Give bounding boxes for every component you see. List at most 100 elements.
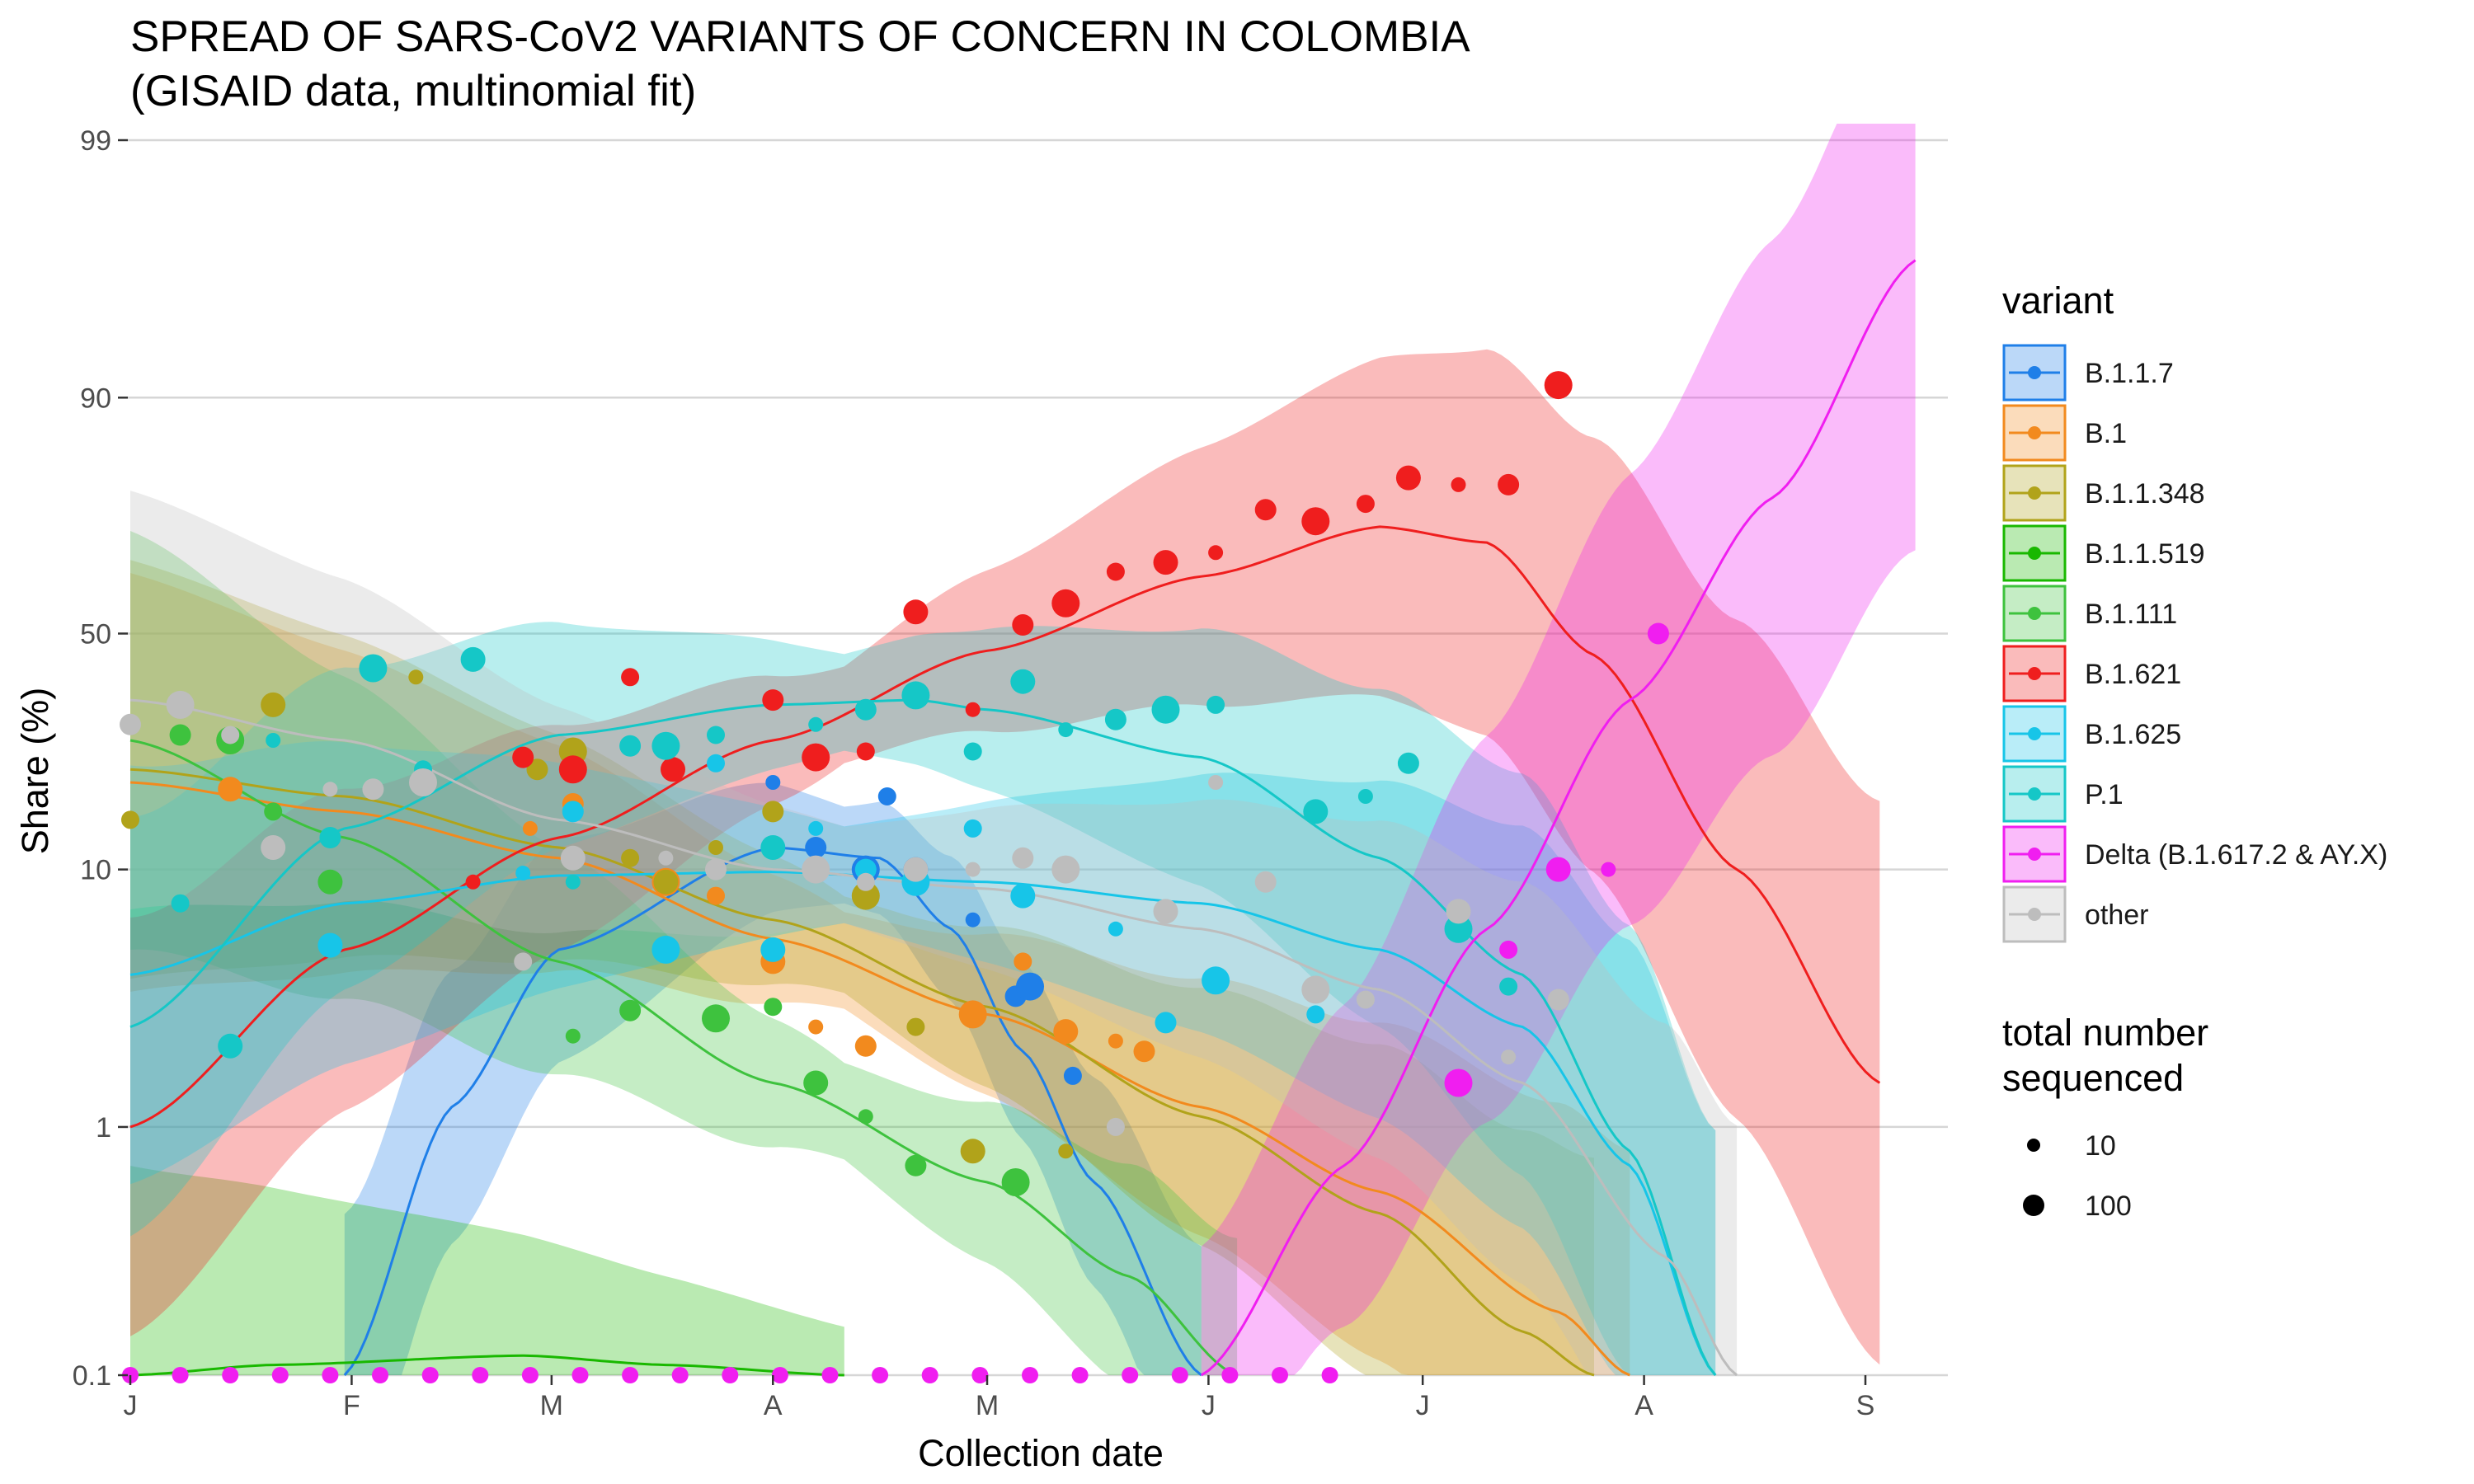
fit-line-8 [1200,259,1917,1377]
point-7-18 [1104,708,1126,730]
point-6-12 [1155,1012,1177,1034]
zero-point-8-7 [172,1367,189,1383]
legend-key-dot-7 [2028,787,2041,801]
band-6 [130,741,1716,1375]
point-5-9 [903,599,929,625]
x-tick-label-1: F [343,1390,360,1421]
point-1-7 [854,1035,877,1057]
point-1-6 [808,1019,824,1035]
point-5-0 [465,874,481,890]
point-7-25 [1499,977,1518,996]
fit-line-2 [129,768,1595,1377]
point-2-5 [621,848,640,867]
point-6-14 [1306,1005,1325,1024]
point-9-11 [802,855,830,884]
zero-point-8-28 [322,1367,339,1383]
point-0-3 [877,787,896,805]
legend-label-7: P.1 [2085,779,2124,810]
size-legend-title-2: sequenced [2002,1057,2184,1099]
point-9-20 [1254,871,1277,893]
fit-line-4 [129,739,1238,1377]
legend-label-3: B.1.1.519 [2085,538,2205,570]
x-axis-title: Collection date [918,1432,1164,1474]
x-tick-label-5: J [1202,1390,1216,1421]
point-7-0 [171,894,190,913]
point-2-10 [906,1017,925,1036]
point-5-11 [1012,614,1034,636]
point-9-2 [221,726,240,744]
point-7-3 [319,827,341,848]
point-5-1 [512,746,534,768]
point-4-8 [803,1070,829,1096]
point-9-19 [1208,775,1224,790]
point-5-10 [965,702,981,717]
y-tick-label-5: 99 [80,125,111,157]
size-legend-dot-small [2027,1139,2040,1152]
y-tick-label-0: 0.1 [73,1360,111,1392]
point-0-0 [765,775,781,790]
chart-title: SPREAD OF SARS-CoV2 VARIANTS OF CONCERN … [130,12,1470,61]
point-4-11 [1001,1168,1030,1196]
point-7-19 [1151,695,1180,724]
point-6-0 [317,932,343,958]
point-4-0 [169,724,191,746]
x-tick-label-4: M [976,1390,999,1421]
fit-line-5 [129,525,1881,1129]
point-9-7 [514,952,533,971]
point-2-7 [708,840,723,855]
point-7-15 [963,742,982,761]
point-6-10 [1010,883,1036,909]
point-5-19 [1395,465,1421,491]
observed-points [120,371,1669,1383]
point-9-22 [1356,990,1375,1009]
size-legend-label-large: 100 [2085,1190,2132,1222]
point-0-5 [965,912,981,928]
band-1 [130,573,1630,1375]
point-2-8 [762,801,784,823]
point-4-10 [905,1154,927,1176]
zero-point-8-56 [521,1367,539,1383]
point-7-1 [218,1033,243,1059]
x-tick-label-6: J [1416,1390,1430,1421]
point-9-16 [1051,855,1080,884]
point-5-22 [1544,371,1573,400]
point-7-17 [1058,722,1074,738]
legend-label-8: Delta (B.1.617.2 & AY.X) [2085,839,2387,871]
point-4-3 [317,869,343,895]
zero-point-8-49 [472,1367,489,1383]
point-9-17 [1106,1117,1125,1136]
zero-point-8-14 [222,1367,239,1383]
point-6-3 [651,935,680,964]
axes: 0.1 1 10 50 90 99 J F M A M J J A S [73,125,1875,1421]
zero-point-8-126 [1022,1367,1038,1383]
fit-line-1 [129,781,1630,1377]
chart-subtitle: (GISAID data, multinomial fit) [130,67,696,115]
point-5-13 [1106,562,1125,581]
legend-key-dot-5 [2028,667,2041,680]
point-2-11 [960,1139,985,1164]
legend-label-0: B.1.1.7 [2085,358,2174,389]
point-5-2 [558,755,587,784]
legend-label-6: B.1.625 [2085,719,2181,750]
point-8-4 [1647,622,1669,645]
point-2-9 [851,881,880,910]
legend-label-1: B.1 [2085,418,2127,449]
point-5-20 [1451,477,1466,492]
point-7-23 [1397,752,1419,774]
x-tick-label-2: M [540,1390,563,1421]
point-2-12 [1058,1144,1074,1159]
point-9-6 [409,768,437,796]
point-7-10 [707,726,725,744]
zero-point-8-35 [372,1367,388,1383]
x-tick-label-7: A [1634,1390,1653,1421]
point-5-8 [856,742,875,761]
point-7-13 [854,698,877,721]
point-6-13 [1202,966,1230,995]
legend-label-5: B.1.621 [2085,659,2181,690]
zero-point-8-98 [821,1367,839,1383]
zero-point-8-154 [1221,1367,1239,1383]
y-tick-label-3: 50 [80,618,111,650]
point-7-20 [1206,695,1225,714]
legend-key-dot-1 [2028,426,2041,439]
